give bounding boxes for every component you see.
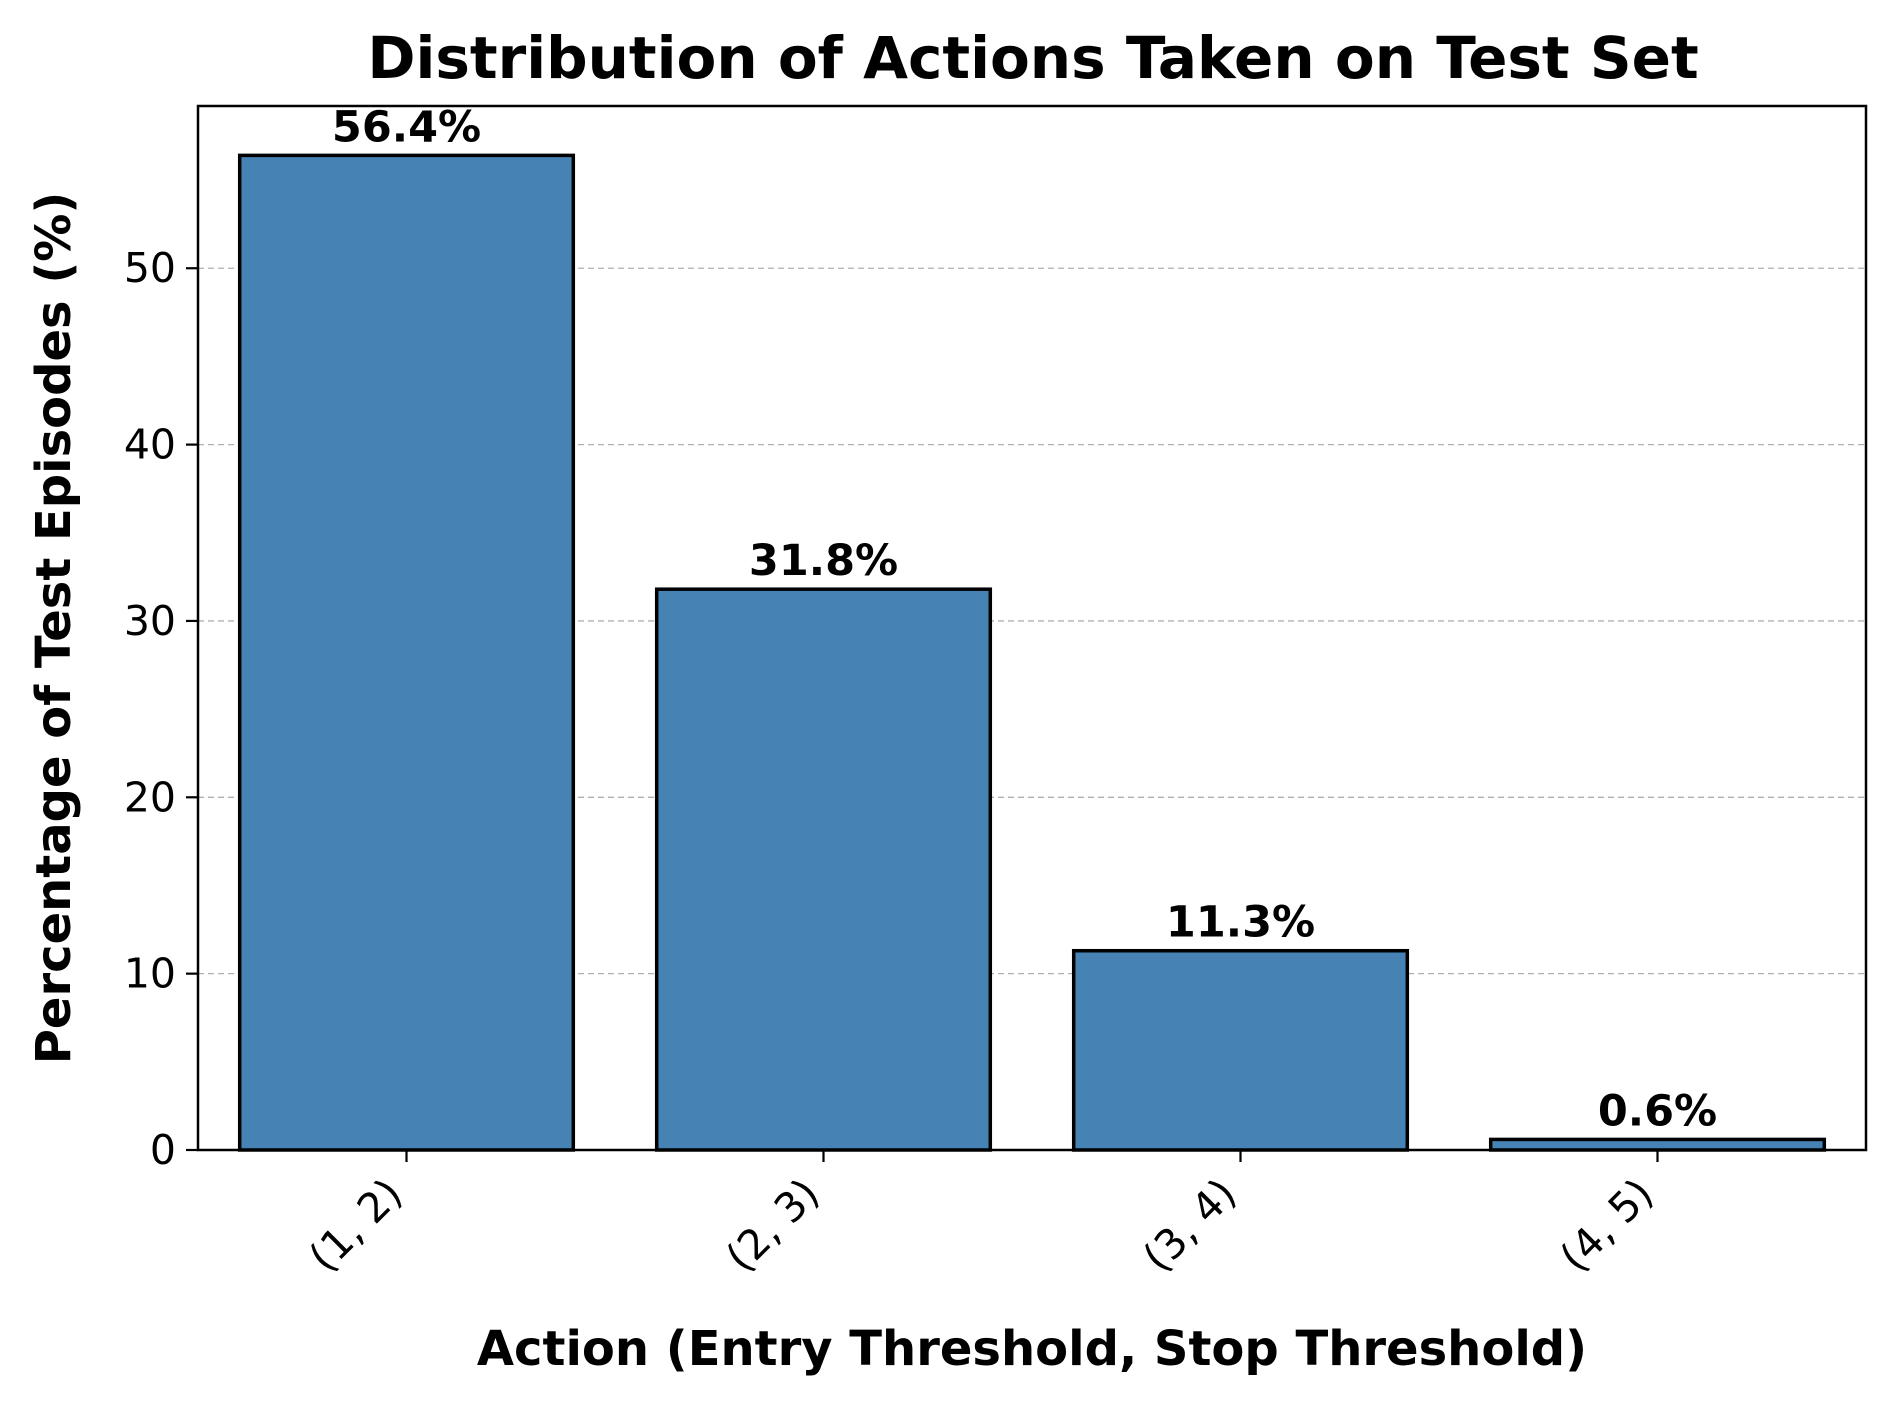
x-tick-label: (4, 5) — [1551, 1169, 1663, 1281]
x-tick-label: (2, 3) — [717, 1169, 829, 1281]
y-tick-label: 40 — [124, 421, 176, 469]
y-tick-label: 20 — [124, 773, 176, 821]
y-axis: 0 10 20 30 40 50 — [124, 244, 198, 1174]
y-tick-label: 10 — [124, 950, 176, 998]
y-tick-label: 0 — [150, 1126, 176, 1174]
data-label: 31.8% — [749, 536, 898, 586]
plot-frame — [196, 104, 1868, 1152]
bar — [1488, 1137, 1827, 1152]
chart-title: Distribution of Actions Taken on Test Se… — [367, 24, 1698, 92]
data-label: 56.4% — [332, 102, 481, 152]
data-label: 0.6% — [1598, 1086, 1717, 1136]
y-tick-label: 30 — [124, 597, 176, 645]
y-axis-label: Percentage of Test Episodes (%) — [26, 192, 82, 1065]
data-label: 11.3% — [1166, 898, 1315, 948]
y-tick-label: 50 — [124, 244, 176, 292]
bar — [1071, 948, 1410, 1152]
bar — [237, 153, 576, 1152]
data-labels: 56.4% 31.8% 11.3% 0.6% — [332, 102, 1717, 1136]
x-axis-label: Action (Entry Threshold, Stop Threshold) — [477, 1321, 1587, 1377]
x-axis: (1, 2) (2, 3) (3, 4) (4, 5) — [300, 1150, 1663, 1281]
gridlines — [198, 267, 1866, 975]
bars — [237, 153, 1827, 1152]
x-tick-label: (3, 4) — [1134, 1169, 1246, 1281]
bar — [654, 587, 993, 1152]
x-tick-label: (1, 2) — [300, 1169, 412, 1281]
